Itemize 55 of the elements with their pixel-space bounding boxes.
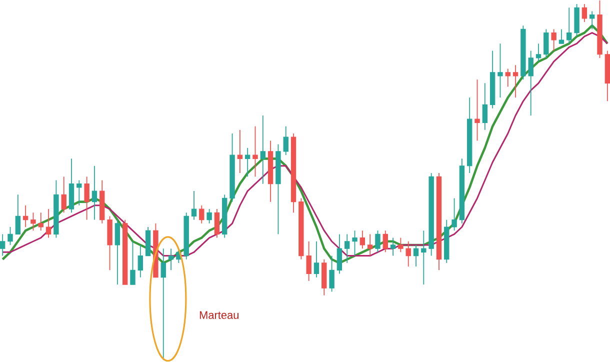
- candlestick: [138, 244, 143, 278]
- candlestick: [367, 234, 373, 256]
- candlestick: [566, 7, 572, 44]
- candlestick: [38, 212, 44, 232]
- candlestick: [406, 241, 411, 268]
- candlestick: [61, 176, 66, 214]
- candlestick: [114, 220, 120, 286]
- candlestick: [452, 198, 457, 232]
- candlestick: [237, 130, 243, 174]
- candlestick: [329, 255, 334, 292]
- candlestick: [582, 4, 588, 23]
- candlestick: [191, 190, 197, 220]
- candlestick: [390, 238, 396, 256]
- candlestick: [206, 208, 212, 224]
- candlestick: [360, 230, 366, 250]
- candlestick: [260, 115, 266, 184]
- candlestick: [512, 64, 518, 98]
- candlestick: [590, 10, 595, 30]
- candlestick: [352, 230, 358, 256]
- candlestick: [344, 234, 350, 264]
- candlestick: [482, 82, 488, 131]
- candlestick: [92, 166, 98, 220]
- candlestick: [30, 212, 36, 232]
- candlestick: [375, 230, 380, 253]
- candlestick: [214, 208, 220, 238]
- candlestick: [8, 226, 13, 246]
- candlestick: [544, 28, 549, 59]
- candlestick: [0, 234, 6, 256]
- annotation: Marteau: [200, 311, 238, 320]
- candlestick: [130, 241, 136, 286]
- candlestick: [398, 238, 404, 253]
- candlestick: [558, 28, 564, 44]
- candlestick: [199, 205, 204, 224]
- candlestick: [283, 126, 288, 156]
- candlestick: [22, 205, 28, 228]
- candlestick: [168, 248, 174, 271]
- candlestick: [76, 180, 82, 206]
- candlestick: [382, 230, 388, 253]
- candlestick: [84, 176, 90, 220]
- candlestick: [314, 241, 320, 278]
- candlestick: [46, 208, 52, 238]
- candlestick: [551, 28, 556, 52]
- candlestick: [421, 230, 426, 286]
- candlestick: [413, 244, 419, 268]
- candlestick: [505, 68, 510, 88]
- candlestick: [306, 241, 312, 282]
- candlestick: [528, 50, 534, 116]
- candlestick: [498, 43, 503, 98]
- candlestick: [474, 79, 480, 142]
- candlestick: [536, 43, 542, 62]
- candlestick: [160, 248, 166, 361]
- candlestick: [252, 126, 258, 178]
- candlestick: [336, 234, 342, 274]
- candlestick: [15, 194, 21, 235]
- candlestick: [244, 148, 250, 178]
